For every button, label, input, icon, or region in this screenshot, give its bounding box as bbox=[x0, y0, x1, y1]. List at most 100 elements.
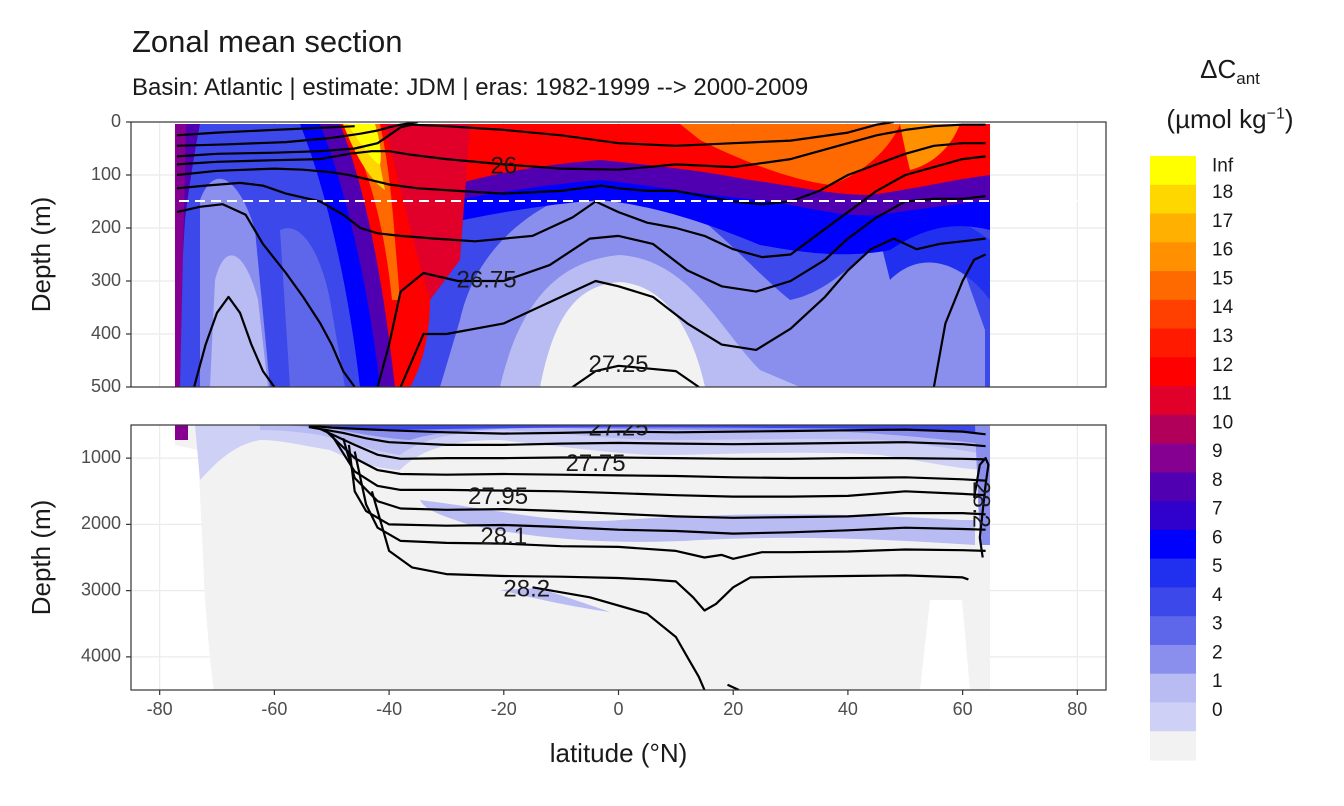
legend-title-variable: ΔCant bbox=[1150, 54, 1310, 89]
colorbar-label: 14 bbox=[1212, 297, 1234, 318]
upper-isopycnals bbox=[176, 122, 987, 387]
colorbar-label: 18 bbox=[1212, 182, 1233, 203]
field-tongue-gold bbox=[343, 124, 385, 190]
y-tick-label-upper: 300 bbox=[91, 270, 121, 290]
colorbar-label: Inf bbox=[1212, 155, 1234, 176]
contour-label-lower: 27.95 bbox=[468, 483, 528, 510]
legend-title-main: ΔC bbox=[1200, 54, 1237, 84]
legend-title-unit: (µmol kg−1) bbox=[1150, 104, 1310, 135]
colorbar-label: 13 bbox=[1212, 326, 1233, 347]
y-tick-label-upper: 0 bbox=[111, 111, 121, 131]
colorbar-label: 4 bbox=[1212, 585, 1223, 606]
colorbar-swatch bbox=[1150, 587, 1196, 617]
colorbar-label: 10 bbox=[1212, 412, 1233, 433]
colorbar-swatch bbox=[1150, 328, 1196, 358]
colorbar-swatch bbox=[1150, 213, 1196, 243]
colorbar-swatch bbox=[1150, 702, 1196, 732]
contour-label-upper: 26 bbox=[490, 152, 517, 179]
chart-title: Zonal mean section bbox=[132, 24, 403, 59]
isopycnal-upper bbox=[399, 237, 986, 387]
y-tick-label-lower: 4000 bbox=[81, 646, 121, 666]
field-lower-strong bbox=[300, 425, 990, 434]
isopycnal-lower bbox=[353, 451, 986, 560]
isopycnal-lower bbox=[347, 444, 986, 535]
isopycnal-lower bbox=[532, 586, 706, 690]
isopycnal-lower bbox=[319, 428, 986, 461]
contour-label-lower: 28.2 bbox=[503, 575, 550, 602]
isopycnal-lower bbox=[727, 683, 740, 690]
x-tick-label: 60 bbox=[953, 699, 973, 719]
field-lower-south-purple bbox=[175, 425, 188, 440]
colorbar-label: 7 bbox=[1212, 499, 1223, 520]
legend-unit-sup: −1 bbox=[1266, 105, 1285, 123]
colorbar-label: 6 bbox=[1212, 527, 1223, 548]
colorbar-swatch bbox=[1150, 299, 1196, 330]
isopycnal-lower bbox=[973, 457, 990, 558]
x-tick-label: -80 bbox=[147, 699, 173, 719]
y-axis-label-lower: Depth (m) bbox=[26, 500, 56, 616]
colorbar-label: 15 bbox=[1212, 268, 1233, 289]
colorbar-swatch bbox=[1150, 501, 1196, 531]
upper-contour-labels: 26 26.75 27.25 bbox=[457, 152, 649, 378]
y-tick-label-upper: 400 bbox=[91, 323, 121, 343]
colorbar-label: 12 bbox=[1212, 355, 1233, 376]
isopycnal-upper bbox=[571, 364, 700, 387]
isopycnal-lower bbox=[325, 430, 986, 482]
isopycnal-lower bbox=[330, 434, 986, 498]
upper-panel: 26 26.75 27.25 bbox=[131, 122, 1106, 387]
upper-panel-border bbox=[130, 121, 1107, 388]
isopycnal-upper bbox=[176, 203, 356, 387]
colorbar-swatch bbox=[1150, 731, 1196, 761]
colorbar-swatch bbox=[1150, 271, 1196, 301]
field-weak-south-core bbox=[210, 255, 268, 387]
field-band-south bbox=[280, 228, 345, 387]
colorbar-label: 5 bbox=[1212, 556, 1223, 577]
field-lower-ocean bbox=[175, 425, 990, 690]
field-tongue-red bbox=[340, 124, 990, 387]
x-tick-label: 0 bbox=[613, 699, 623, 719]
colorbar-label: 1 bbox=[1212, 671, 1223, 692]
isopycnal-upper bbox=[932, 253, 987, 387]
legend-unit-suffix: ) bbox=[1284, 104, 1294, 134]
colorbar-swatch bbox=[1150, 414, 1196, 445]
field-south-magenta bbox=[175, 124, 186, 387]
colorbar-swatch bbox=[1150, 242, 1196, 272]
lower-isopycnals bbox=[308, 425, 990, 690]
colorbar-label: 3 bbox=[1212, 614, 1223, 635]
isopycnal-upper bbox=[176, 122, 418, 147]
x-tick-label: -60 bbox=[261, 699, 287, 719]
legend-unit-prefix: (µmol kg bbox=[1166, 104, 1267, 134]
lower-contour-labels: 27.25 27.75 27.95 28.1 28.2 28.2 bbox=[468, 425, 994, 602]
isopycnal-upper bbox=[376, 195, 986, 387]
isopycnal-upper bbox=[176, 125, 355, 137]
colorbar-label: 2 bbox=[1212, 642, 1223, 663]
y-tick-label-lower: 3000 bbox=[81, 579, 121, 599]
contour-label-lower: 27.75 bbox=[566, 450, 626, 477]
legend-title-sub: ant bbox=[1236, 69, 1260, 89]
x-tick-label: 20 bbox=[723, 699, 743, 719]
field-tongue-darkred bbox=[385, 124, 470, 300]
isopycnal-lower bbox=[308, 425, 986, 448]
isopycnal-lower bbox=[342, 437, 986, 519]
isopycnal-lower bbox=[370, 490, 969, 612]
isopycnal-upper bbox=[176, 123, 986, 171]
x-tick-label: 40 bbox=[838, 699, 858, 719]
colorbar-label: 17 bbox=[1212, 211, 1233, 232]
isopycnal-upper bbox=[176, 142, 986, 206]
contour-label-lower: 28.1 bbox=[480, 523, 527, 550]
x-axis-label: latitude (°N) bbox=[550, 738, 688, 768]
field-surface-orange-north bbox=[680, 124, 900, 185]
colorbar-label: 8 bbox=[1212, 470, 1223, 491]
colorbar-swatch bbox=[1150, 673, 1196, 703]
colorbar-swatch bbox=[1150, 443, 1196, 473]
field-lower-deep-band2 bbox=[500, 588, 610, 612]
colorbar-label: 16 bbox=[1212, 240, 1233, 261]
y-tick-label-upper: 200 bbox=[91, 217, 121, 237]
colorbar-swatch bbox=[1150, 529, 1196, 560]
colorbar-swatch bbox=[1150, 558, 1196, 588]
isopycnal-upper bbox=[176, 122, 894, 158]
field-lower-bottom-white bbox=[920, 600, 970, 690]
isopycnal-lower bbox=[308, 425, 986, 436]
